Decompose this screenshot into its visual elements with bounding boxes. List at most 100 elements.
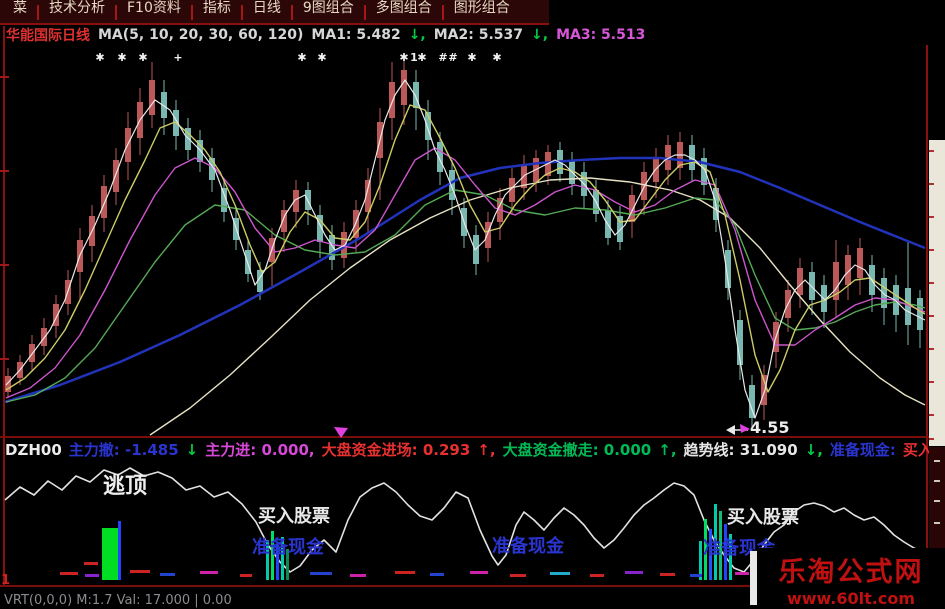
title-segment: MA2: 5.537 <box>433 27 524 43</box>
indicator-value: ↓ <box>185 440 199 459</box>
volume-bar <box>276 545 279 580</box>
candle-body <box>293 190 299 212</box>
indicator-value: DZH00 <box>5 440 62 459</box>
signal-marker: # <box>438 51 447 64</box>
price-axis-tick <box>929 216 934 218</box>
signal-marker: ✱ <box>317 51 326 64</box>
signal-prepare-cash-left: 准备现金 <box>252 537 324 558</box>
candle-body <box>53 304 59 326</box>
price-axis-tick <box>929 438 934 440</box>
signal-dash <box>625 571 643 574</box>
candle-body <box>41 328 47 346</box>
title-segment: MA3: 5.513 <box>556 27 646 43</box>
ma-line-5-white <box>5 79 926 419</box>
candle-body <box>101 186 107 218</box>
menu-item-menu[interactable]: 菜 <box>13 0 27 16</box>
volume-bar <box>281 537 284 580</box>
price-axis-tick <box>929 150 934 152</box>
candle-body <box>761 375 767 405</box>
magenta-pointer-icon <box>334 427 348 438</box>
ma-line-10-yellow <box>5 104 926 393</box>
volume-bar <box>286 549 289 580</box>
menu-item-multi-chart-combo[interactable]: 多图组合 <box>375 0 432 16</box>
candle-body <box>653 158 659 182</box>
candle-body <box>737 320 743 365</box>
candle-body <box>149 80 155 115</box>
menu-separator <box>441 5 444 20</box>
signal-buy-stock-right: 买入股票 <box>727 507 799 528</box>
price-axis-tick <box>929 381 934 383</box>
candle-body <box>245 250 251 274</box>
volume-bar <box>266 540 269 580</box>
indicator-value: 买入股票: <box>902 441 931 459</box>
candle-body <box>905 288 911 325</box>
candle-body <box>425 112 431 140</box>
price-axis-tick <box>929 249 934 251</box>
volume-bar <box>719 511 722 580</box>
menu-item-daily-line[interactable]: 日线 <box>252 0 281 16</box>
price-axis-tick <box>929 282 934 284</box>
signal-dash <box>470 571 488 574</box>
dzh-indicator-curve <box>4 467 925 573</box>
candle-body <box>449 170 455 200</box>
signal-dash <box>160 573 175 576</box>
price-axis-tick <box>929 183 934 185</box>
volume-bar <box>709 529 712 580</box>
watermark-url: www.60lt.com <box>786 588 916 608</box>
candle-body <box>281 210 287 232</box>
menubar: 菜 技术分析 F10资料 指标 日线 9图组合 多图组合 图形组合 <box>0 0 549 25</box>
signal-marker: ✱ <box>297 51 306 64</box>
indicator-value: 大盘资金撤走: 0.000 <box>502 441 652 459</box>
title-segment: 华能国际日线 <box>6 28 90 44</box>
chart-title-bar: 华能国际日线 MA(5, 10, 20, 30, 60, 120) MA1: 5.4… <box>6 25 653 45</box>
candle-body <box>221 188 227 212</box>
signal-marker: 1 <box>410 51 418 64</box>
candle-body <box>509 178 515 202</box>
signal-dash <box>395 571 415 574</box>
candle-body <box>665 145 671 170</box>
title-segment: ↓, <box>408 27 426 43</box>
candle-body <box>437 142 443 172</box>
ma-line-20-magenta <box>5 147 926 399</box>
signal-dash <box>350 574 366 577</box>
right-edge-mark <box>934 460 940 462</box>
candle-body <box>917 298 923 330</box>
candle-body <box>365 180 371 212</box>
ui-fragment <box>750 551 757 605</box>
candle-body <box>485 222 491 248</box>
candle-body <box>689 145 695 170</box>
candle-body <box>5 376 11 392</box>
candle-body <box>809 272 815 300</box>
menu-item-technical-analysis[interactable]: 技术分析 <box>49 0 105 16</box>
volume-bar <box>102 528 118 580</box>
menu-separator <box>290 5 293 20</box>
candle-body <box>329 235 335 260</box>
candle-body <box>209 158 215 180</box>
right-edge-mark <box>934 500 940 502</box>
volume-bar <box>714 504 717 580</box>
candle-body <box>833 262 839 300</box>
bottom-row-mark: 1 <box>1 573 11 588</box>
signal-dash <box>690 574 702 577</box>
menu-item-chart-combo[interactable]: 图形组合 <box>453 0 510 16</box>
price-axis-tick <box>929 315 934 317</box>
signal-dash <box>240 574 252 577</box>
signal-dash <box>660 573 675 576</box>
indicator-value: 主力撤: -1.485 <box>68 441 179 459</box>
menu-item-f10-data[interactable]: F10资料 <box>127 0 181 16</box>
signal-marker: ✱ <box>95 51 104 64</box>
price-axis-strip <box>929 140 945 446</box>
volume-bar <box>118 521 121 580</box>
watermark: 乐淘公式网 www.60lt.com <box>757 548 945 609</box>
candle-body <box>701 158 707 185</box>
menu-item-nine-grid-combo[interactable]: 9图组合 <box>302 0 354 16</box>
signal-dash <box>200 571 218 574</box>
menu-item-indicator[interactable]: 指标 <box>202 0 231 16</box>
right-edge-mark <box>934 522 940 524</box>
low-price-annotation: 4.55 <box>750 418 790 437</box>
signal-dash <box>85 574 99 577</box>
candle-body <box>317 215 323 242</box>
signal-dash <box>130 570 150 573</box>
signal-marker: ✱ <box>117 51 126 64</box>
